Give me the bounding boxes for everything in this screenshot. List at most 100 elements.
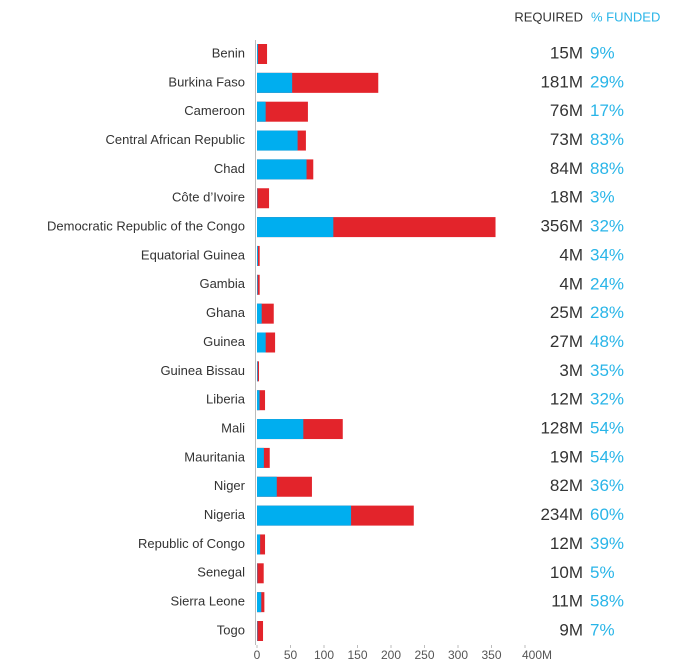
funded-bar bbox=[257, 101, 266, 122]
funded-bar bbox=[257, 390, 260, 411]
required-label: 15M bbox=[550, 43, 583, 62]
category-label: Sierra Leone bbox=[171, 594, 245, 609]
funded-bar bbox=[257, 217, 334, 238]
funded-label: 48% bbox=[590, 332, 624, 351]
required-header: REQUIRED bbox=[514, 9, 583, 24]
funded-label: 9% bbox=[590, 43, 615, 62]
funded-label: 39% bbox=[590, 534, 624, 553]
x-tick-label: 250 bbox=[414, 648, 434, 662]
x-tick-label: 100 bbox=[314, 648, 334, 662]
category-label: Benin bbox=[212, 45, 245, 60]
required-bar bbox=[257, 361, 260, 382]
funded-bar bbox=[257, 447, 264, 468]
funded-label: 88% bbox=[590, 159, 624, 178]
category-label: Gambia bbox=[199, 276, 245, 291]
required-label: 25M bbox=[550, 303, 583, 322]
required-label: 4M bbox=[559, 274, 583, 293]
funded-label: 5% bbox=[590, 563, 615, 582]
funded-label: 83% bbox=[590, 130, 624, 149]
required-label: 19M bbox=[550, 447, 583, 466]
required-label: 12M bbox=[550, 390, 583, 409]
required-label: 10M bbox=[550, 563, 583, 582]
category-label: Chad bbox=[214, 161, 245, 176]
required-label: 4M bbox=[559, 245, 583, 264]
funded-label: 54% bbox=[590, 419, 624, 438]
category-label: Nigeria bbox=[204, 507, 246, 522]
funded-label: 32% bbox=[590, 390, 624, 409]
category-label: Central African Republic bbox=[106, 132, 246, 147]
required-bar bbox=[257, 390, 266, 411]
category-label: Democratic Republic of the Congo bbox=[47, 219, 245, 234]
required-label: 356M bbox=[540, 217, 583, 236]
funded-bar bbox=[257, 130, 298, 151]
category-label: Liberia bbox=[206, 392, 246, 407]
x-tick-label: 350 bbox=[481, 648, 501, 662]
x-tick-label: 0 bbox=[254, 648, 261, 662]
category-label: Republic of Congo bbox=[138, 536, 245, 551]
required-bar bbox=[257, 621, 264, 641]
funded-label: 36% bbox=[590, 476, 624, 495]
funded-bar bbox=[257, 419, 304, 440]
x-tick-label: 300 bbox=[448, 648, 468, 662]
funded-label: 7% bbox=[590, 620, 615, 639]
funded-label: 60% bbox=[590, 505, 624, 524]
required-bar bbox=[257, 274, 260, 295]
required-label: 12M bbox=[550, 534, 583, 553]
category-label: Mali bbox=[221, 420, 245, 435]
required-bar bbox=[257, 534, 266, 555]
funded-bar bbox=[257, 476, 277, 497]
funded-bar bbox=[257, 505, 352, 526]
required-bar bbox=[257, 188, 270, 209]
funded-label: 29% bbox=[590, 72, 624, 91]
funded-bar bbox=[257, 72, 293, 93]
required-label: 76M bbox=[550, 101, 583, 120]
funded-label: 58% bbox=[590, 592, 624, 611]
required-label: 3M bbox=[559, 361, 583, 380]
x-tick-label: 400M bbox=[522, 648, 552, 662]
funded-bar bbox=[257, 361, 258, 382]
funded-bar bbox=[257, 245, 258, 266]
required-label: 128M bbox=[540, 419, 583, 438]
required-label: 11M bbox=[551, 592, 583, 611]
category-label: Niger bbox=[214, 478, 246, 493]
category-label: Equatorial Guinea bbox=[141, 247, 246, 262]
category-label: Burkina Faso bbox=[168, 74, 245, 89]
required-label: 82M bbox=[550, 476, 583, 495]
category-label: Mauritania bbox=[184, 449, 245, 464]
required-label: 181M bbox=[540, 72, 583, 91]
required-bar bbox=[257, 101, 308, 122]
funded-header: % FUNDED bbox=[591, 9, 660, 24]
funded-bar bbox=[257, 534, 261, 555]
funded-label: 34% bbox=[590, 245, 624, 264]
required-label: 27M bbox=[550, 332, 583, 351]
category-label: Guinea Bissau bbox=[160, 363, 245, 378]
funded-label: 24% bbox=[590, 274, 624, 293]
funded-label: 35% bbox=[590, 361, 624, 380]
required-bar bbox=[257, 563, 264, 584]
category-label: Ghana bbox=[206, 305, 246, 320]
required-bar bbox=[257, 245, 260, 266]
category-label: Côte d’Ivoire bbox=[172, 190, 245, 205]
required-label: 234M bbox=[540, 505, 583, 524]
category-label: Guinea bbox=[203, 334, 246, 349]
funded-bar bbox=[257, 159, 307, 180]
category-label: Senegal bbox=[197, 565, 245, 580]
funded-bar bbox=[257, 332, 266, 353]
funded-label: 28% bbox=[590, 303, 624, 322]
category-label: Togo bbox=[217, 622, 245, 637]
required-label: 18M bbox=[550, 188, 583, 207]
funded-label: 32% bbox=[590, 217, 624, 236]
funded-bar bbox=[257, 44, 258, 64]
funded-bar bbox=[257, 592, 262, 613]
category-label: Cameroon bbox=[184, 103, 245, 118]
required-label: 9M bbox=[559, 620, 583, 639]
required-label: 73M bbox=[550, 130, 583, 149]
x-tick-label: 200 bbox=[381, 648, 401, 662]
funded-bar bbox=[257, 274, 258, 295]
funded-label: 54% bbox=[590, 447, 624, 466]
required-bar bbox=[257, 44, 268, 64]
required-label: 84M bbox=[550, 159, 583, 178]
x-tick-label: 50 bbox=[284, 648, 298, 662]
funded-bar bbox=[257, 303, 262, 324]
